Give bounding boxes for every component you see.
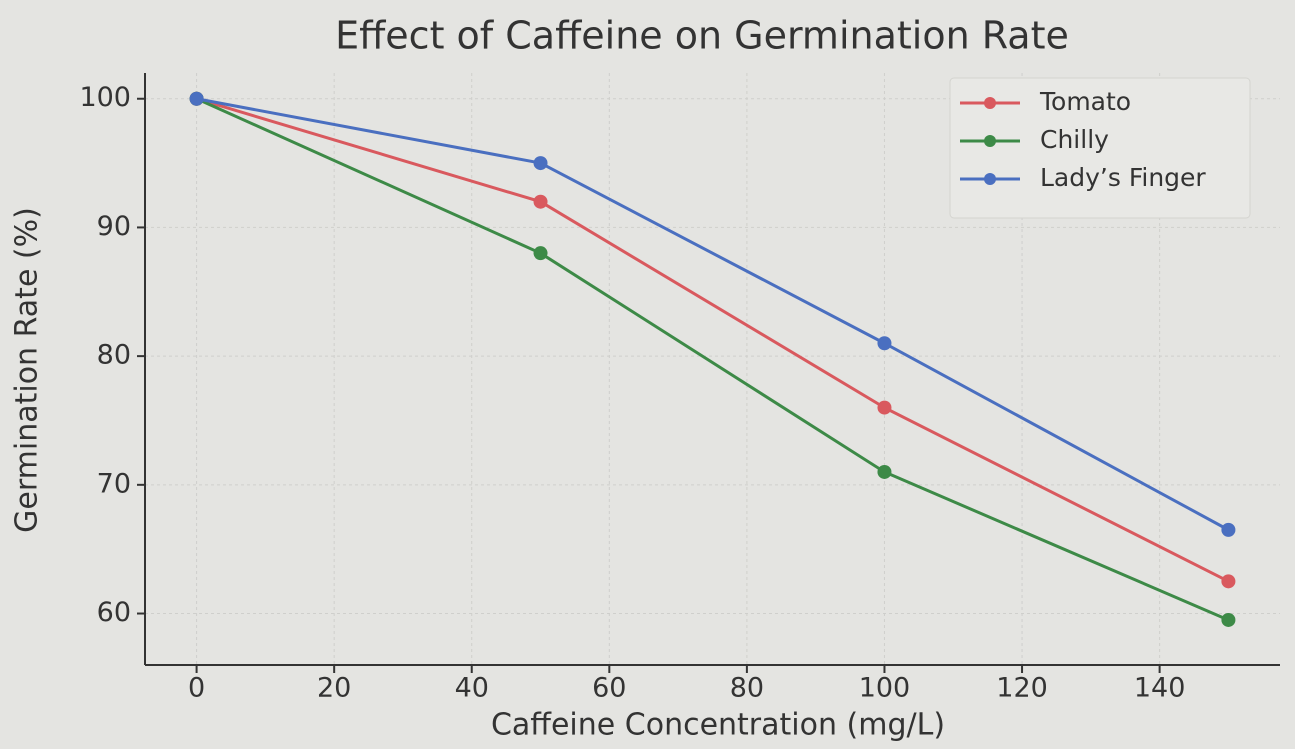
y-tick-label: 100 xyxy=(79,82,131,113)
data-point xyxy=(533,156,548,171)
y-axis-label: Germination Rate (%) xyxy=(10,207,45,533)
legend-marker xyxy=(984,173,996,185)
series-line xyxy=(195,97,1230,622)
series-line xyxy=(196,97,1230,532)
x-tick-label: 60 xyxy=(592,673,626,704)
x-tick-label: 80 xyxy=(730,673,764,704)
data-point xyxy=(877,400,892,415)
chart-title: Effect of Caffeine on Germination Rate xyxy=(335,14,1069,58)
legend-label: Chilly xyxy=(1040,125,1109,154)
data-point xyxy=(1221,574,1236,589)
data-point xyxy=(1221,522,1236,537)
x-tick-label: 20 xyxy=(317,673,351,704)
y-tick-label: 90 xyxy=(97,211,131,242)
y-tick-label: 60 xyxy=(97,597,131,628)
x-tick-label: 100 xyxy=(859,673,911,704)
x-tick-label: 120 xyxy=(996,673,1048,704)
legend-label: Tomato xyxy=(1039,87,1131,116)
data-point xyxy=(533,246,548,261)
legend-marker xyxy=(984,97,996,109)
y-tick-label: 70 xyxy=(97,468,131,499)
data-point xyxy=(533,194,548,209)
x-tick-label: 0 xyxy=(188,673,205,704)
data-point xyxy=(1221,612,1236,627)
legend-label: Lady’s Finger xyxy=(1040,163,1206,192)
x-tick-label: 140 xyxy=(1134,673,1186,704)
series-line xyxy=(196,97,1230,583)
legend-frame xyxy=(949,77,1251,219)
legend-marker xyxy=(984,135,996,147)
data-point xyxy=(877,464,892,479)
data-point xyxy=(189,91,204,106)
x-axis-label: Caffeine Concentration (mg/L) xyxy=(491,708,945,743)
y-tick-label: 80 xyxy=(97,340,131,371)
x-tick-label: 40 xyxy=(455,673,489,704)
data-point xyxy=(877,336,892,351)
